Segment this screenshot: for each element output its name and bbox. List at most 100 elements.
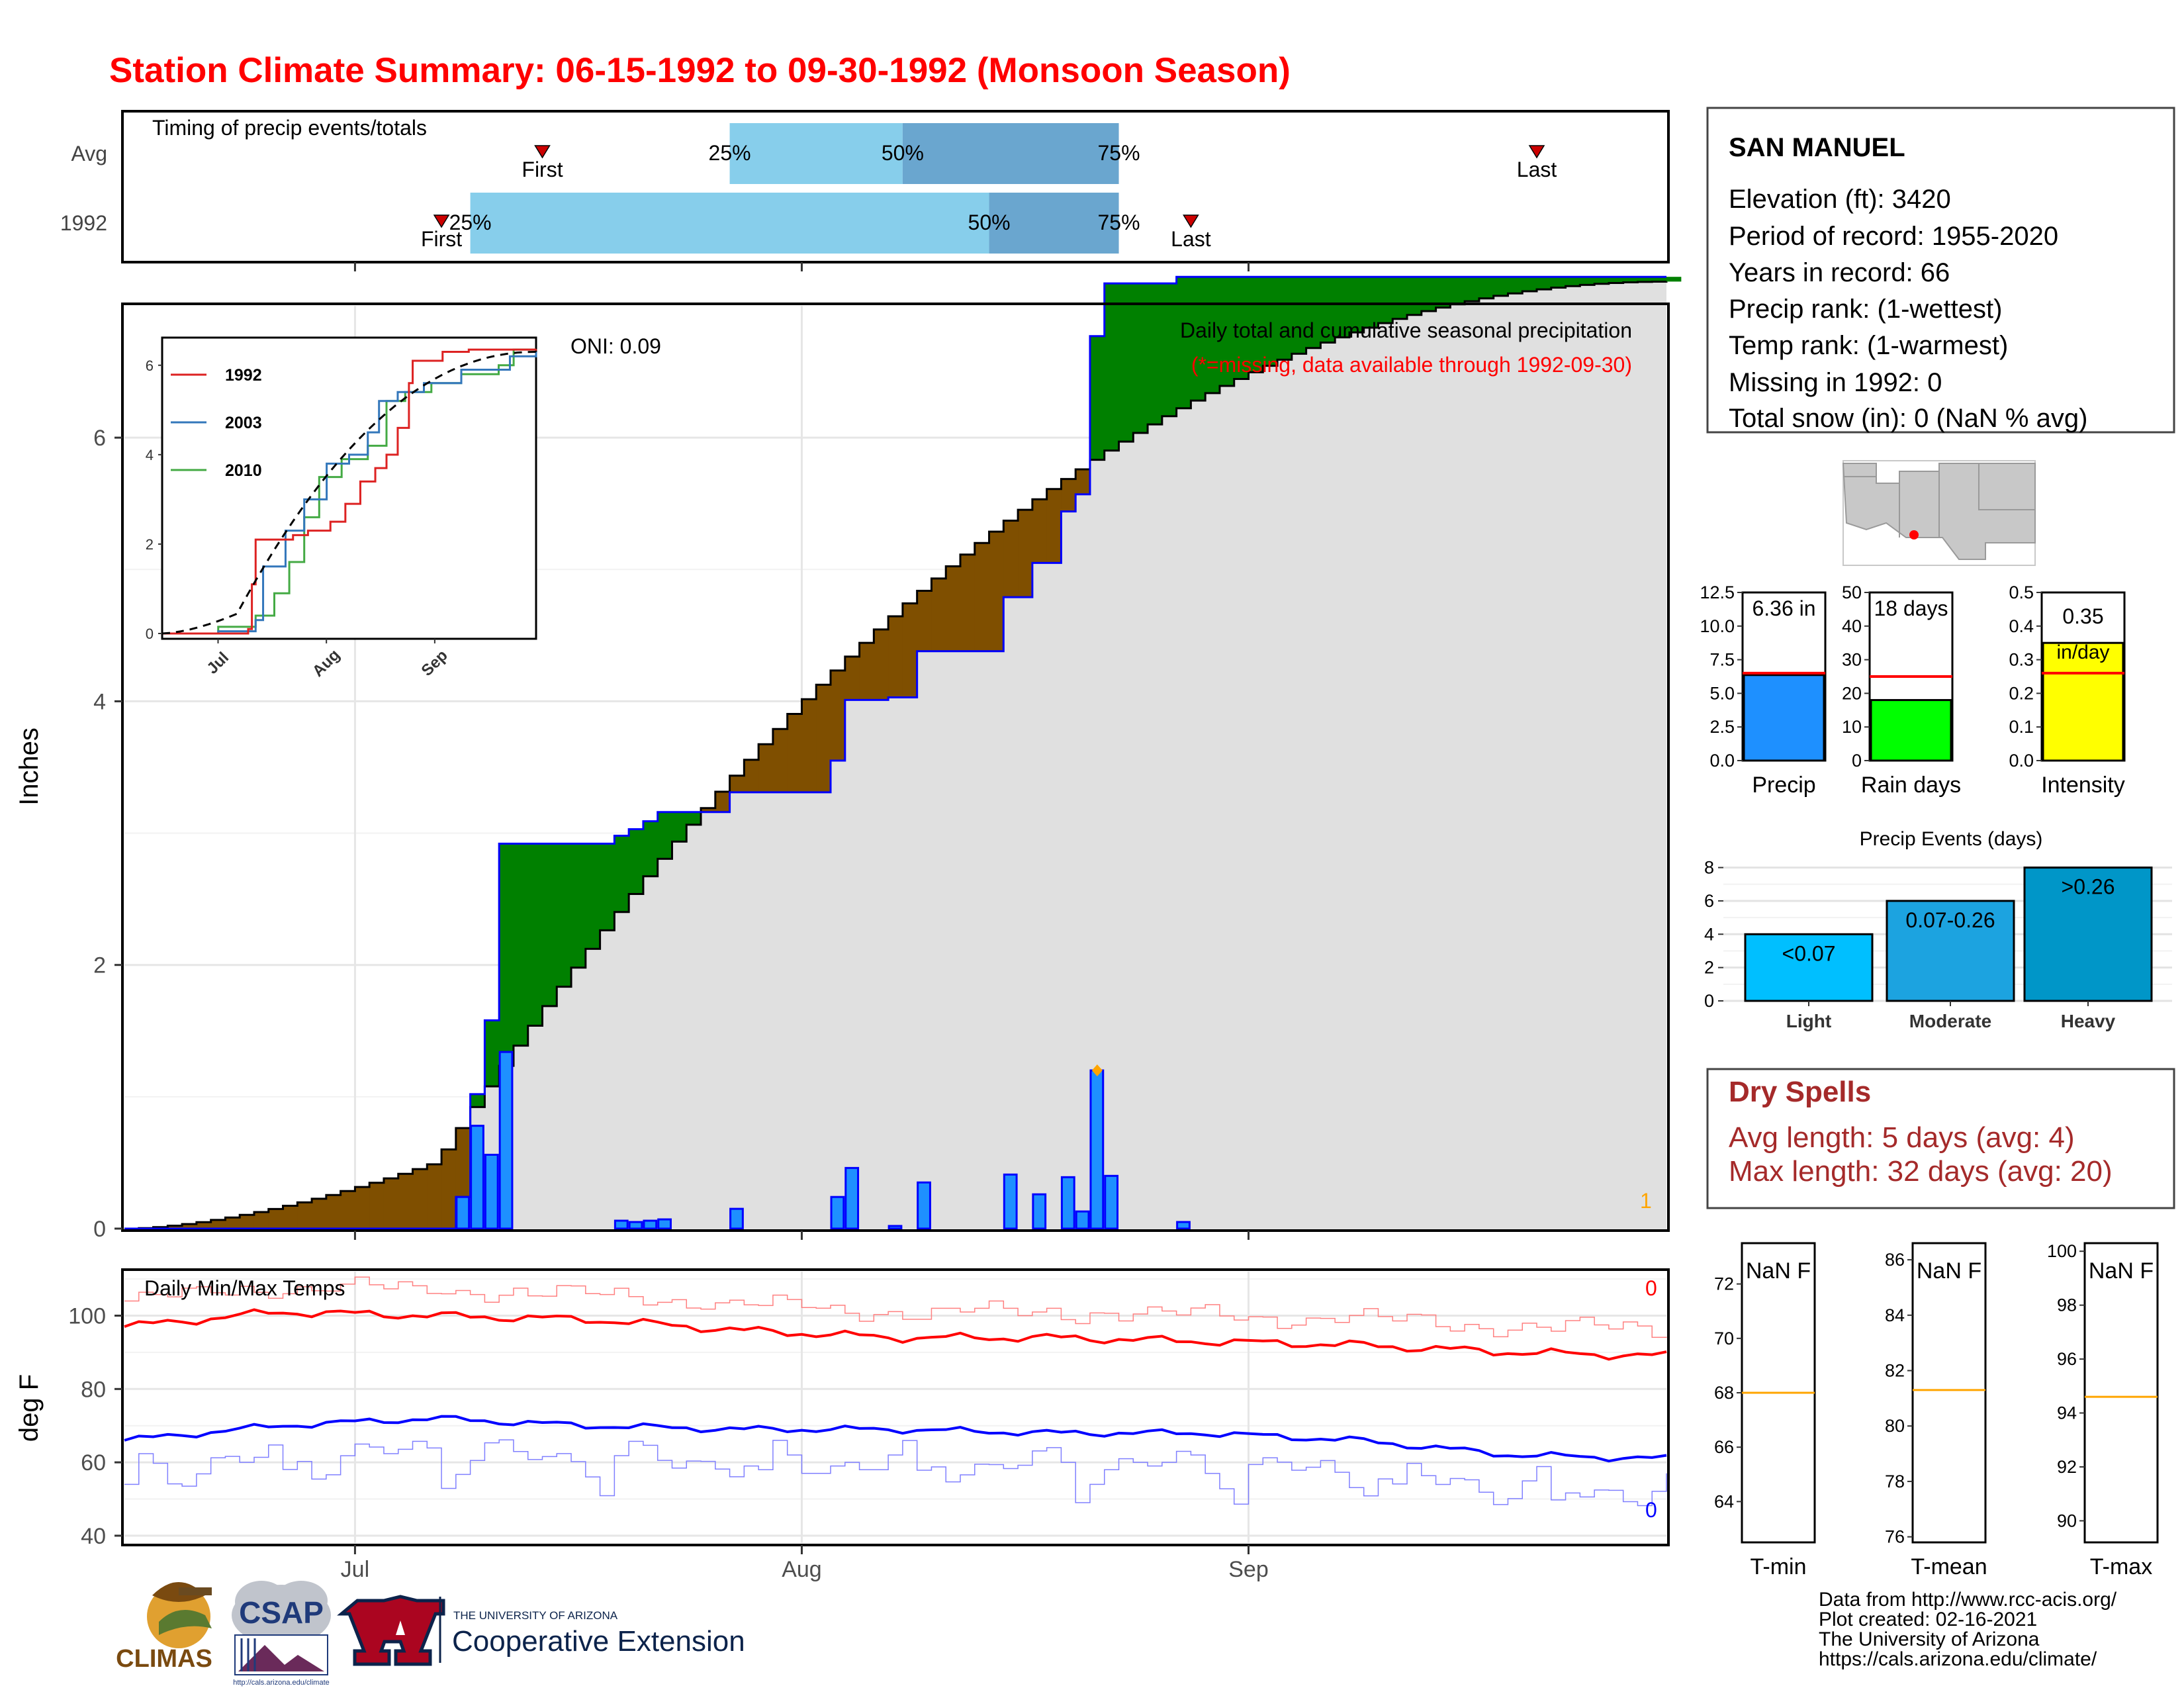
surplus-segment (1652, 277, 1667, 282)
surplus-segment (643, 821, 659, 876)
temp-summary-category-label: T-mean (1911, 1554, 1987, 1579)
deficit-segment (225, 1217, 240, 1229)
station-location-dot (1909, 530, 1919, 539)
surplus-segment (657, 812, 673, 859)
surplus-segment (1666, 277, 1682, 282)
summary-y-tick-label: 0.0 (2009, 751, 2034, 771)
temp-summary-y-tick-label: 78 (1885, 1472, 1905, 1491)
station-precip-rank: Precip rank: (1-wettest) (1729, 295, 2002, 324)
event-bar-label: <0.07 (1782, 941, 1836, 965)
missing-count: 1 (1640, 1189, 1652, 1213)
summary-category-label: Rain days (1861, 773, 1961, 798)
deficit-segment (283, 1205, 298, 1229)
deficit-segment (974, 543, 990, 651)
first-event-label: First (421, 227, 462, 251)
quartile-75-label: 75% (1097, 211, 1140, 234)
daily-precip-bar (1003, 1173, 1018, 1230)
surplus-segment (1580, 277, 1595, 285)
surplus-segment (1263, 277, 1278, 366)
surplus-segment (585, 843, 601, 949)
surplus-segment (1205, 277, 1220, 393)
temp-summary-y-tick-label: 66 (1714, 1437, 1734, 1457)
missing-data-marker (1091, 1064, 1103, 1077)
legend-label-2010: 2010 (225, 461, 262, 480)
quartile-bar-high (989, 193, 1119, 254)
quartile-75-label: 75% (1097, 141, 1140, 165)
timing-panel-frame (121, 110, 1670, 263)
temp-summary-y-tick-label: 72 (1714, 1274, 1734, 1294)
event-bar-label: >0.26 (2062, 875, 2115, 899)
temp-summary-value-label: NaN F (1917, 1258, 1981, 1284)
deficit-segment (816, 684, 831, 792)
deficit-segment (412, 1169, 428, 1229)
deficit-segment (297, 1202, 312, 1229)
events-y-tick-label: 8 (1704, 858, 1714, 878)
temp-y-tick-label: 100 (68, 1303, 106, 1329)
temp-summary-y-tick-label: 80 (1885, 1416, 1905, 1436)
footer-line4: https://cals.arizona.edu/climate/ (1819, 1648, 2097, 1670)
surplus-segment (1306, 277, 1321, 348)
deficit-segment (441, 1149, 457, 1229)
summary-value-unit: in/day (2056, 641, 2109, 663)
main-panel-frame (121, 303, 1670, 1232)
event-bar-moderate (1886, 900, 2015, 1002)
daily-precip-bar (830, 1196, 845, 1230)
surplus-segment (1234, 277, 1250, 379)
deficit-segment (787, 714, 803, 792)
temp-summary-y-tick-label: 68 (1714, 1383, 1734, 1403)
deficit-segment (946, 566, 961, 651)
temp-summary-y-tick-label: 90 (2057, 1511, 2077, 1530)
daily-precip-bar (1060, 1176, 1075, 1230)
summary-y-tick-label: 20 (1842, 683, 1862, 703)
quartile-25-label: 25% (449, 211, 492, 234)
deficit-segment (427, 1164, 442, 1229)
daily-precip-bar (614, 1219, 629, 1230)
surplus-segment (1522, 277, 1537, 292)
summary-y-tick-label: 7.5 (1709, 650, 1735, 670)
surplus-segment (1450, 277, 1465, 305)
event-bar-label: 0.07-0.26 (1905, 908, 1995, 932)
main-subtitle: Daily total and cumulative seasonal prec… (1180, 318, 1632, 342)
deficit-segment (917, 590, 933, 651)
timing-panel: Timing of precip events/totals Avg 1992 … (60, 110, 1670, 271)
first-event-label: First (522, 158, 563, 181)
events-y-tick-label: 4 (1704, 924, 1714, 944)
inset-lines (161, 348, 537, 635)
daily-precip-bar (455, 1196, 471, 1230)
tmin-count: 0 (1645, 1498, 1657, 1522)
temp-summary-frame-t-mean (1911, 1242, 1987, 1544)
missing-note: (*=missing, data available through 1992-… (1191, 353, 1632, 377)
surplus-segment (1537, 277, 1552, 290)
temp-summary-y-tick-label: 64 (1714, 1491, 1734, 1511)
temp-panel-frame (121, 1268, 1670, 1546)
summary-bar-intensity (2042, 641, 2124, 762)
surplus-segment (1378, 277, 1393, 324)
ua-small-text: THE UNIVERSITY OF ARIZONA (453, 1609, 618, 1622)
inset-legend: 1992 2003 2010 (171, 366, 262, 480)
surplus-segment (1089, 336, 1105, 460)
deficit-segment (369, 1182, 385, 1229)
deficit-segment (744, 759, 759, 792)
surplus-segment (686, 812, 702, 825)
deficit-segment (167, 1225, 183, 1229)
surplus-segment (542, 843, 557, 1006)
station-years: Years in record: 66 (1729, 258, 1950, 287)
surplus-segment (513, 843, 529, 1046)
csap-logo-text: CSAP (239, 1595, 324, 1630)
surplus-segment (527, 843, 543, 1026)
deficit-segment (902, 603, 918, 698)
main-precip-panel: 0 2 4 6 Inches Daily total and cumulative s… (15, 275, 1682, 1242)
summary-y-tick-label: 2.5 (1709, 717, 1735, 737)
summary-value-label: 0.35 (2062, 604, 2103, 628)
deficit-segment (355, 1187, 370, 1229)
timing-markers: 25% 50% 75% First Last 25% 50% 75% First Last (353, 141, 1557, 271)
csap-logo-url: http://cals.arizona.edu/climate (233, 1679, 330, 1687)
deficit-segment (989, 532, 1004, 651)
precip-events-chart: Precip Events (days) 0 2 4 6 8 <0.07 Light 0.07… (1704, 828, 2172, 1031)
summary-category-label: Intensity (2041, 773, 2125, 798)
station-info-box: SAN MANUEL Elevation (ft): 3420 Period o… (1706, 107, 2175, 434)
tmax-avg-line (124, 1308, 1667, 1361)
event-bar-light (1744, 933, 1874, 1002)
